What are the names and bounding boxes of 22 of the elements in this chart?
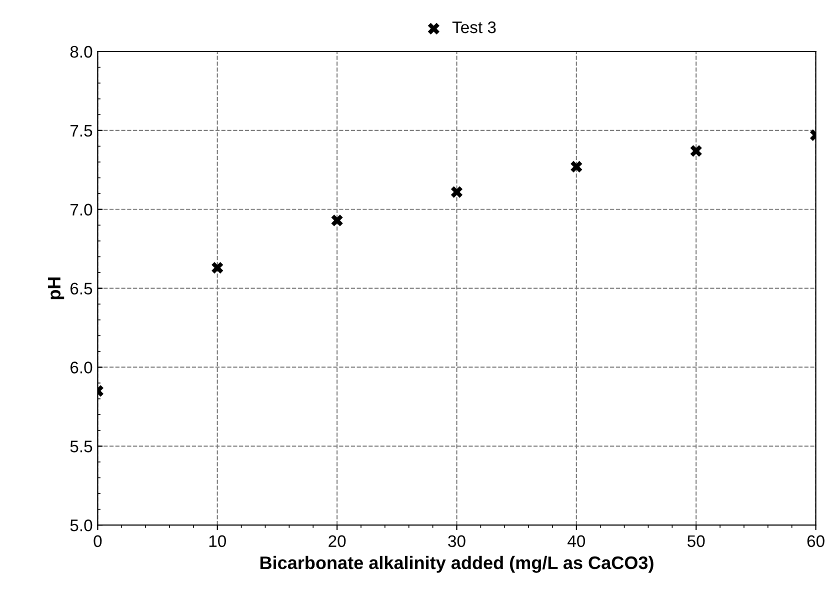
y-tick-label: 6.5 bbox=[70, 282, 92, 295]
x-tick-label: 30 bbox=[448, 535, 466, 548]
point bbox=[570, 160, 582, 173]
x-tick-label: 50 bbox=[688, 535, 705, 548]
legend-label: Test 3 bbox=[452, 21, 496, 34]
x-tick-label: 10 bbox=[209, 535, 226, 548]
y-tick-label: 8.0 bbox=[70, 46, 92, 58]
y-axis-title: pH bbox=[48, 277, 64, 300]
point bbox=[212, 262, 224, 274]
point bbox=[450, 186, 463, 198]
point bbox=[690, 145, 702, 157]
y-tick-label: 5.5 bbox=[70, 440, 92, 452]
point bbox=[331, 214, 343, 226]
y-tick-label: 5.0 bbox=[70, 520, 92, 532]
x-tick-label: 40 bbox=[568, 535, 586, 548]
x-tick-label: 0 bbox=[94, 535, 102, 548]
x-axis-title: Bicarbonate alkalinity added (mg/L as CaCO3) bbox=[260, 556, 654, 573]
x-tick-label: 20 bbox=[328, 535, 346, 548]
y-tick-label: 6.0 bbox=[70, 362, 92, 374]
y-tick-label: 7.0 bbox=[70, 204, 92, 216]
y-tick-label: 7.5 bbox=[70, 125, 92, 137]
x-tick-label: 60 bbox=[807, 535, 824, 548]
